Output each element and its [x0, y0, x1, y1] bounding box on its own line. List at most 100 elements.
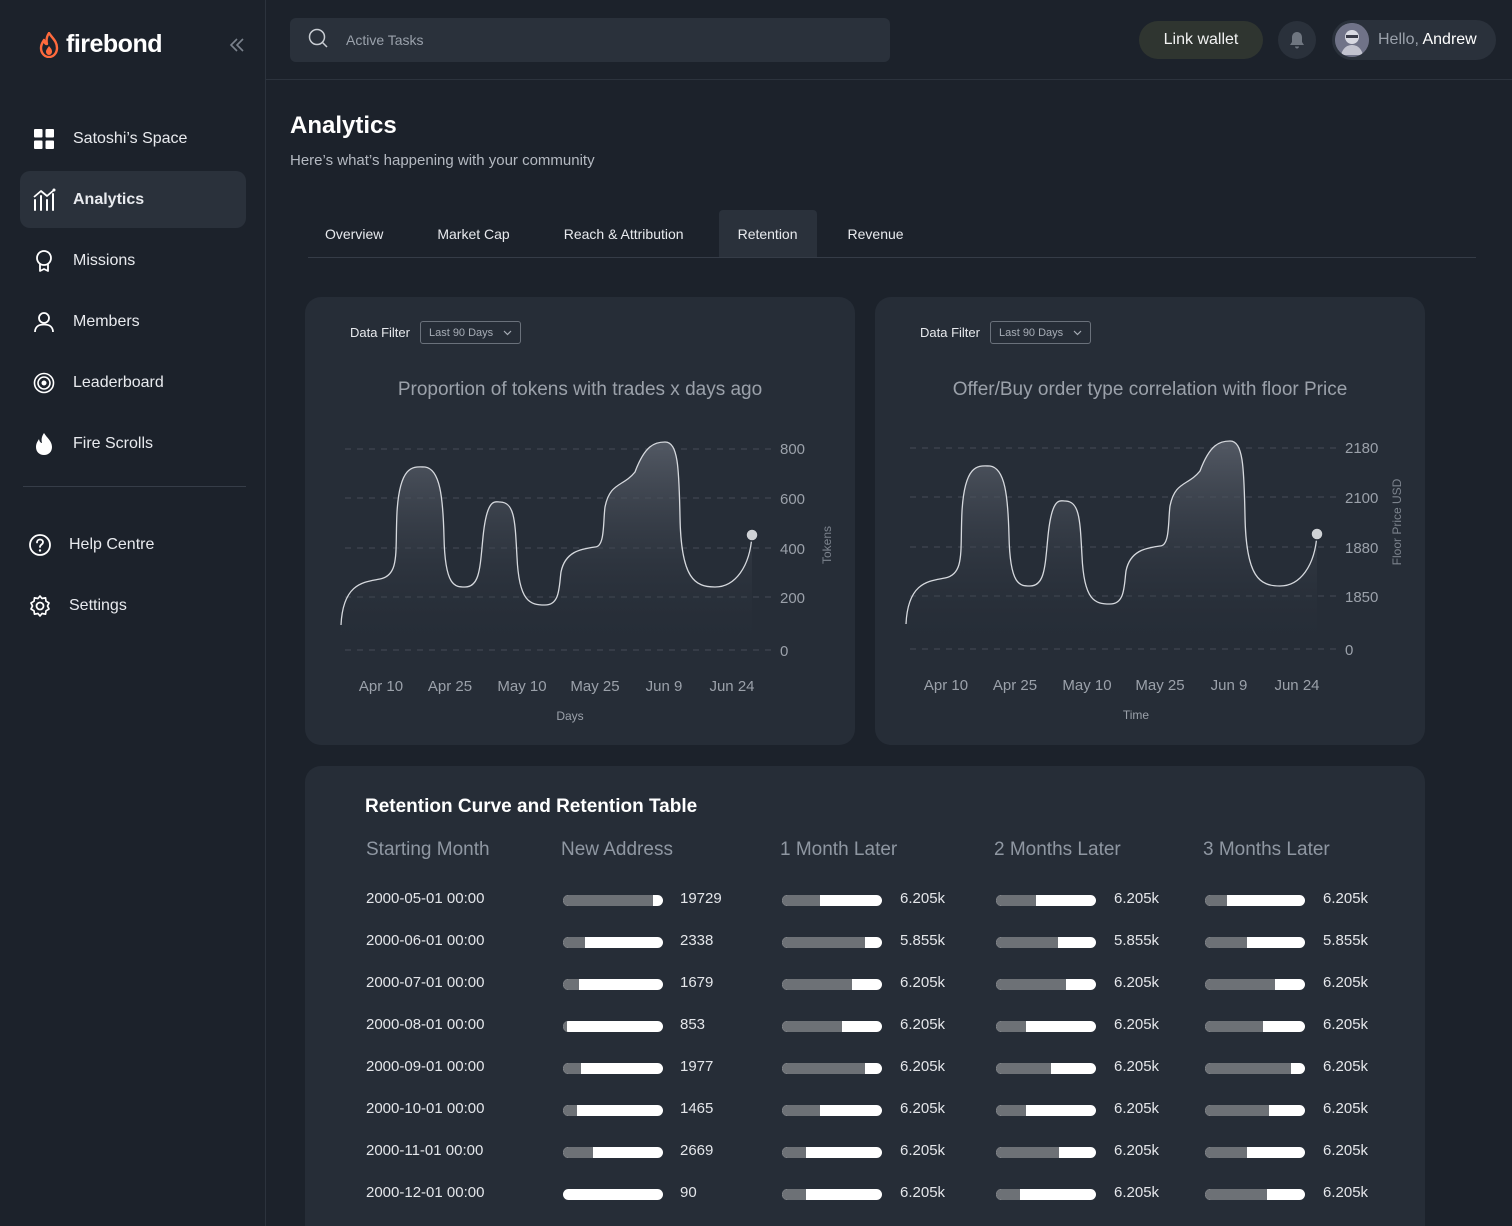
retention-bar-fill	[563, 1063, 581, 1074]
sidebar-item-fire-scrolls[interactable]: Fire Scrolls	[20, 415, 246, 472]
column-header: 3 Months Later	[1203, 839, 1330, 860]
retention-bar-fill	[1205, 979, 1275, 990]
retention-bar-fill	[782, 1189, 806, 1200]
retention-bar	[996, 1189, 1096, 1200]
tab-retention[interactable]: Retention	[718, 210, 817, 257]
chevron-down-icon	[1073, 330, 1082, 335]
retention-bar	[782, 895, 882, 906]
retention-bar	[1205, 1189, 1305, 1200]
retention-value: 6.205k	[900, 1016, 946, 1033]
topbar: Link wallet Hello, Andrew	[266, 0, 1512, 80]
brand-logo[interactable]: firebond	[38, 30, 163, 59]
x-tick-label: May 25	[1135, 677, 1184, 694]
retention-value: 6.205k	[1323, 1184, 1369, 1201]
chart-title: Offer/Buy order type correlation with fl…	[952, 379, 1348, 400]
page-subtitle: Here’s what’s happening with your commun…	[290, 152, 595, 169]
user-name: Andrew	[1422, 31, 1477, 48]
retention-bar	[563, 1021, 663, 1032]
sidebar-item-help-centre[interactable]: Help Centre	[20, 516, 246, 573]
retention-bar	[782, 1021, 882, 1032]
retention-bar	[563, 895, 663, 906]
tab-overview[interactable]: Overview	[325, 225, 384, 242]
retention-bar-fill	[1205, 937, 1247, 948]
retention-bar-fill	[563, 1105, 577, 1116]
retention-value: 6.205k	[1114, 974, 1160, 991]
data-filter-label: Data Filter	[920, 325, 980, 340]
sidebar-secondary-nav: Help Centre Settings	[20, 516, 246, 638]
retention-bar	[1205, 1105, 1305, 1116]
retention-bar	[782, 937, 882, 948]
sidebar-item-label: Leaderboard	[73, 373, 164, 391]
retention-value: 6.205k	[1114, 1058, 1160, 1075]
retention-value: 1679	[680, 974, 714, 991]
link-wallet-button[interactable]: Link wallet	[1139, 21, 1263, 59]
retention-bar	[1205, 895, 1305, 906]
retention-bar	[996, 895, 1096, 906]
sidebar-item-satoshis-space[interactable]: Satoshi’s Space	[20, 110, 246, 167]
y-tick-label: 1880	[1345, 540, 1378, 557]
retention-bar-fill	[1205, 1021, 1263, 1032]
search-box[interactable]	[290, 18, 890, 62]
sidebar-item-settings[interactable]: Settings	[20, 577, 246, 634]
tokens-chart-card: Data Filter Last 90 Days Proportion of t…	[305, 297, 855, 745]
sidebar-nav: Satoshi’s Space Analytics Missions Membe…	[20, 110, 246, 476]
retention-bar-fill	[782, 1105, 820, 1116]
series-line	[340, 441, 753, 626]
data-filter-select[interactable]: Last 90 Days	[419, 321, 522, 344]
retention-bar-fill	[782, 895, 820, 906]
retention-value: 6.205k	[900, 1184, 946, 1201]
retention-value: 1465	[680, 1100, 714, 1117]
retention-bar-fill	[1205, 895, 1227, 906]
starting-month: 2000-07-01 00:00	[366, 974, 485, 991]
retention-value: 6.205k	[1323, 1100, 1369, 1117]
sidebar-item-analytics[interactable]: Analytics	[20, 171, 246, 228]
sidebar-item-leaderboard[interactable]: Leaderboard	[20, 354, 246, 411]
x-tick-label: Jun 9	[1211, 677, 1248, 694]
sidebar-divider	[23, 486, 246, 487]
search-input[interactable]	[346, 32, 846, 48]
retention-title: Retention Curve and Retention Table	[365, 796, 698, 817]
retention-bar	[782, 1105, 882, 1116]
y-tick-label: 2180	[1345, 440, 1378, 457]
y-tick-label: 800	[780, 441, 805, 458]
retention-value: 6.205k	[1114, 1016, 1160, 1033]
table-row: 2000-06-01 00:00 2338 5.855k 5.855k 5.855k	[305, 932, 1425, 974]
tab-reach-attribution[interactable]: Reach & Attribution	[563, 225, 684, 242]
retention-value: 6.205k	[1323, 1016, 1369, 1033]
series-endpoint	[1310, 527, 1324, 541]
retention-bar	[782, 1147, 882, 1158]
tab-market-cap[interactable]: Market Cap	[437, 225, 510, 242]
column-header: 2 Months Later	[994, 839, 1121, 860]
retention-value: 853	[680, 1016, 706, 1033]
retention-bar	[563, 937, 663, 948]
retention-bar	[782, 1189, 882, 1200]
floor-price-chart: 2180 2100 1880 1850 0 Floor Price USD Ap…	[905, 440, 1404, 722]
analytics-icon	[32, 188, 56, 212]
retention-bar	[563, 1189, 663, 1200]
data-filter-select[interactable]: Last 90 Days	[989, 321, 1092, 344]
x-tick-label: Jun 24	[709, 678, 754, 695]
retention-bar	[563, 1063, 663, 1074]
retention-value: 19729	[680, 890, 722, 907]
retention-bar-fill	[996, 895, 1036, 906]
retention-bar-fill	[782, 1147, 806, 1158]
bell-icon	[1290, 32, 1304, 49]
y-tick-label: 2100	[1345, 490, 1378, 507]
sidebar-item-label: Settings	[69, 596, 127, 614]
sidebar-item-members[interactable]: Members	[20, 293, 246, 350]
notifications-button[interactable]	[1278, 21, 1316, 59]
tab-revenue[interactable]: Revenue	[847, 225, 904, 242]
retention-bar-fill	[996, 1189, 1020, 1200]
retention-bar-fill	[1205, 1063, 1291, 1074]
data-filter-label: Data Filter	[350, 325, 410, 340]
retention-bar	[996, 1147, 1096, 1158]
sidebar-item-label: Analytics	[73, 190, 145, 208]
sidebar-item-missions[interactable]: Missions	[20, 232, 246, 289]
retention-value: 6.205k	[1114, 1100, 1160, 1117]
user-menu[interactable]: Hello, Andrew	[1332, 20, 1496, 60]
collapse-sidebar-icon[interactable]	[228, 36, 248, 56]
retention-bar-fill	[782, 979, 852, 990]
retention-bar	[563, 1105, 663, 1116]
starting-month: 2000-08-01 00:00	[366, 1016, 485, 1033]
retention-bar-fill	[563, 937, 585, 948]
